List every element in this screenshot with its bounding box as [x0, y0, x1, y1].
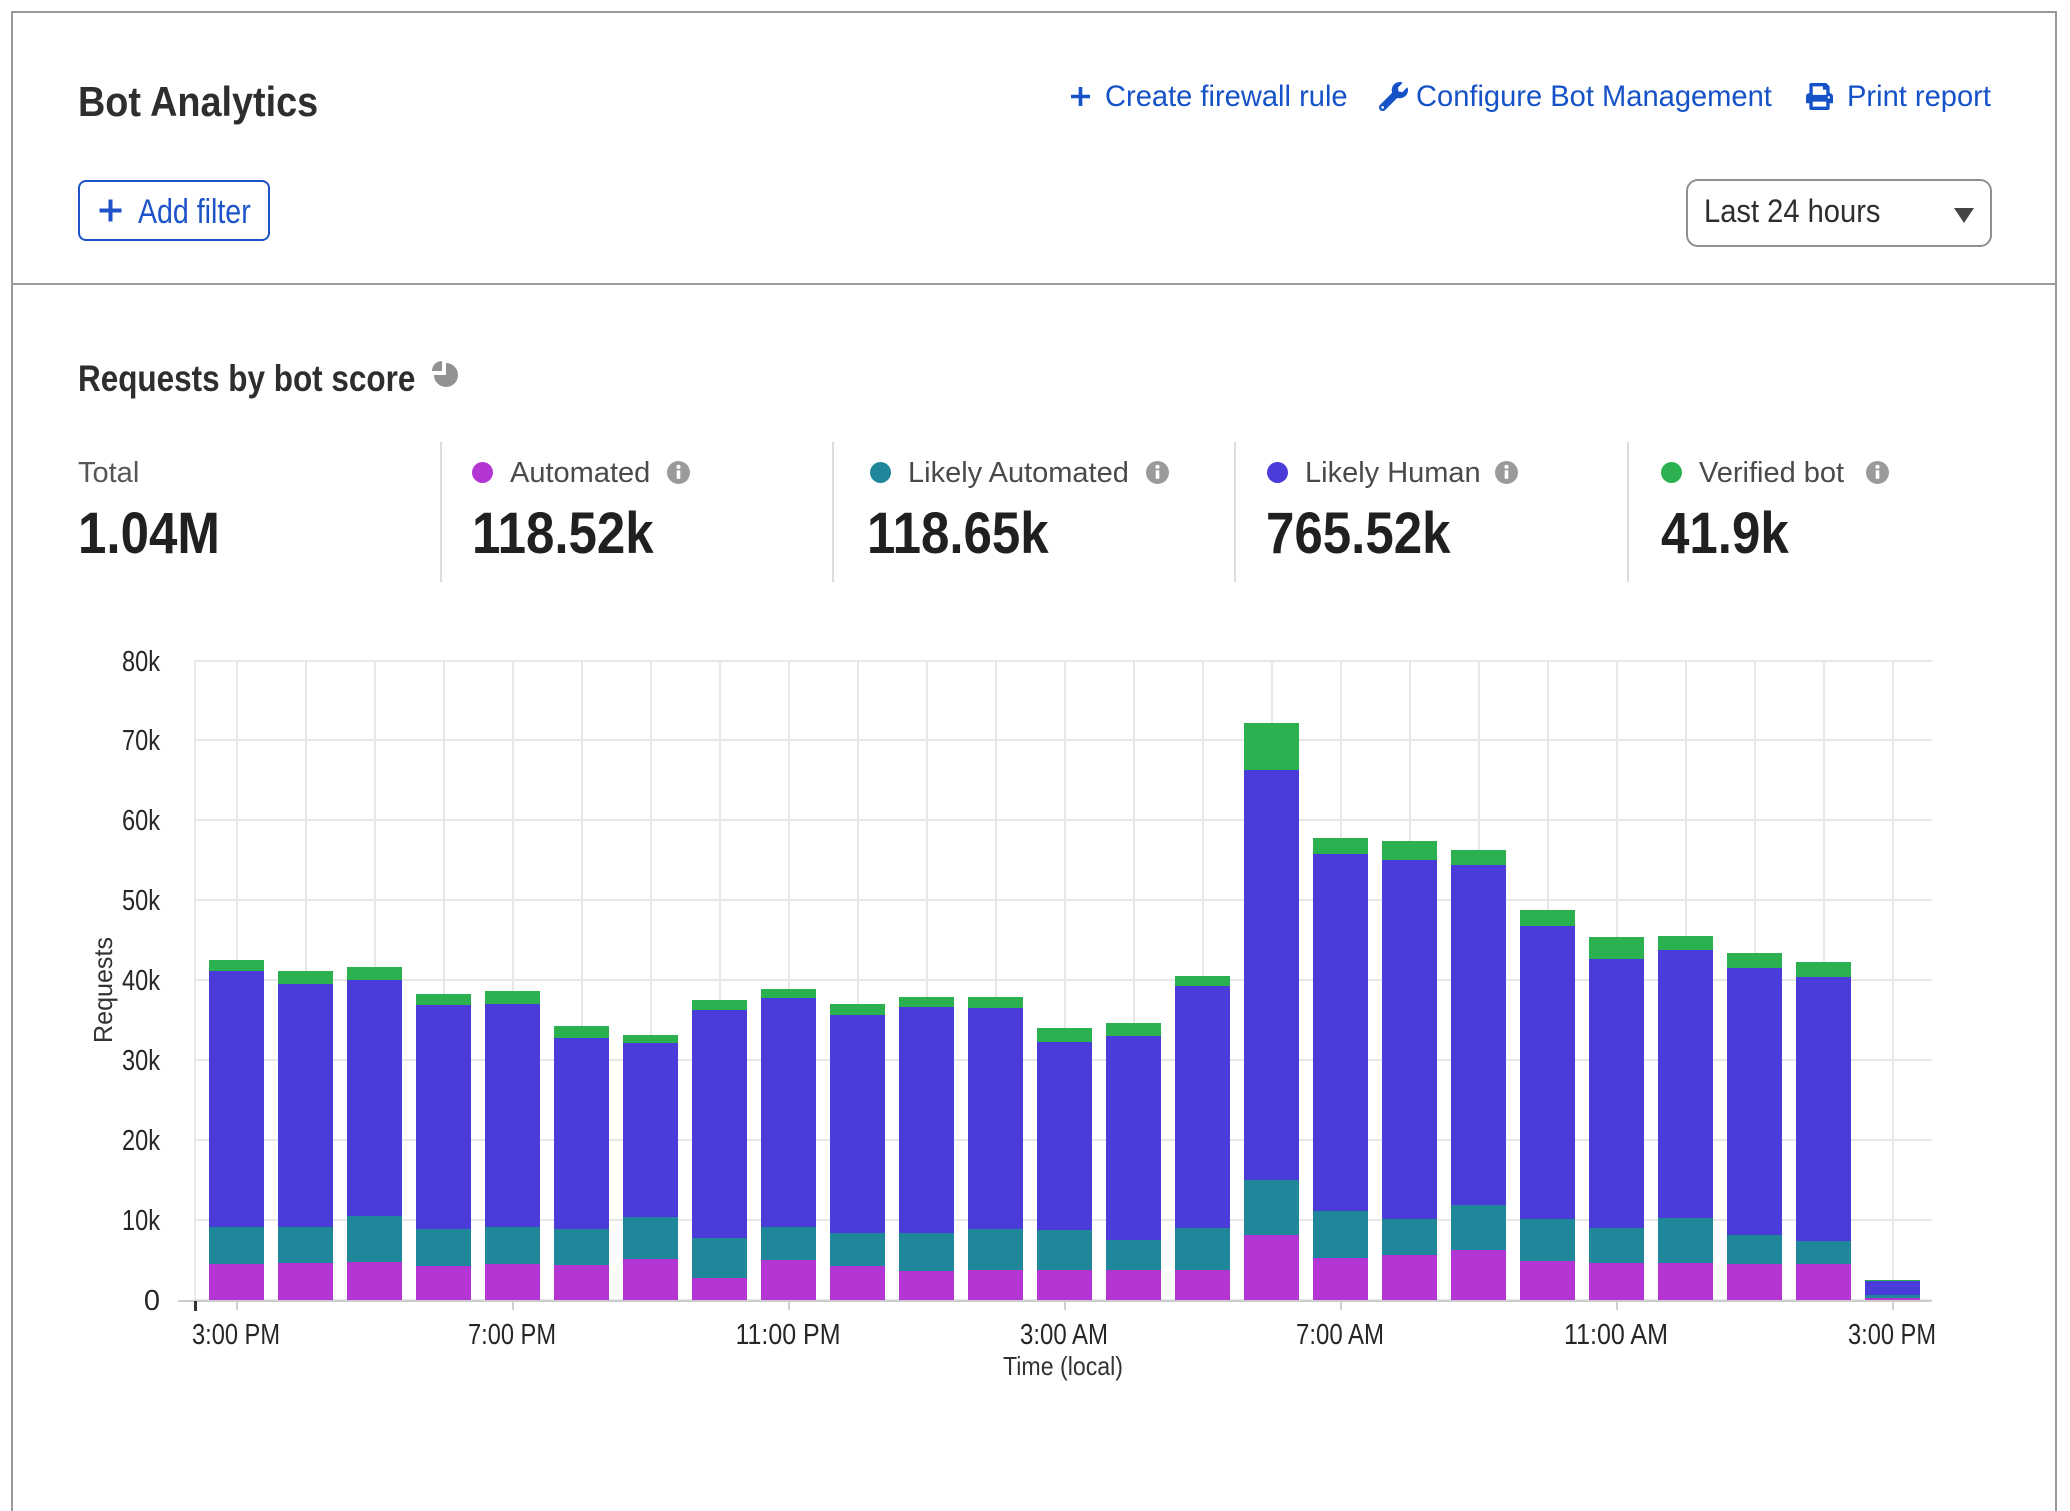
svg-text:Requests: Requests: [88, 937, 118, 1043]
svg-text:50k: 50k: [122, 885, 160, 917]
svg-text:3:00 PM: 3:00 PM: [1848, 1319, 1936, 1351]
svg-text:80k: 80k: [122, 646, 160, 678]
svg-text:7:00 AM: 7:00 AM: [1296, 1319, 1384, 1351]
svg-text:11:00 PM: 11:00 PM: [736, 1319, 841, 1351]
svg-text:11:00 AM: 11:00 AM: [1564, 1319, 1668, 1351]
svg-text:20k: 20k: [122, 1125, 160, 1157]
svg-text:3:00 PM: 3:00 PM: [192, 1319, 280, 1351]
svg-text:30k: 30k: [122, 1045, 160, 1077]
svg-text:10k: 10k: [122, 1205, 160, 1237]
svg-text:Time (local): Time (local): [1003, 1351, 1123, 1381]
svg-text:0: 0: [144, 1285, 160, 1317]
svg-text:7:00 PM: 7:00 PM: [468, 1319, 556, 1351]
svg-text:40k: 40k: [122, 965, 160, 997]
svg-text:3:00 AM: 3:00 AM: [1020, 1319, 1108, 1351]
svg-text:60k: 60k: [122, 805, 160, 837]
svg-text:70k: 70k: [122, 725, 160, 757]
